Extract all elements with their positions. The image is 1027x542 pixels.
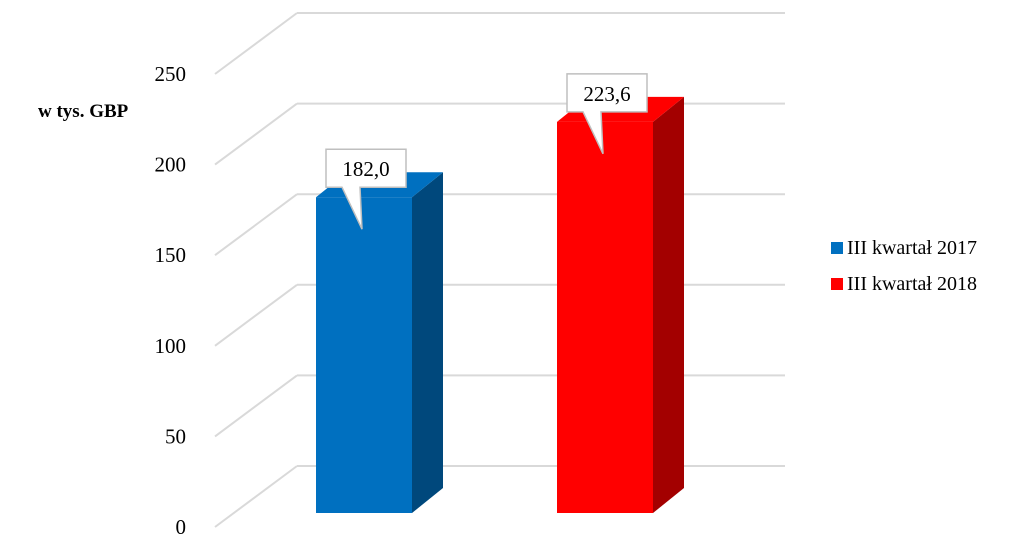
legend-item-2017: III kwartał 2017 bbox=[831, 236, 977, 260]
gridline-floor-100 bbox=[214, 283, 298, 347]
y-tick-label: 200 bbox=[155, 153, 187, 177]
legend-swatch-2017 bbox=[831, 242, 843, 254]
callout-box bbox=[566, 73, 648, 155]
legend: III kwartał 2017 III kwartał 2018 bbox=[831, 236, 977, 308]
y-tick-label: 250 bbox=[155, 62, 187, 86]
data-label-0: 182,0 bbox=[325, 148, 407, 230]
data-label-text: 182,0 bbox=[342, 157, 389, 181]
data-label-text: 223,6 bbox=[583, 82, 630, 106]
gridline-floor-250 bbox=[214, 12, 298, 75]
y-axis-label: w tys. GBP bbox=[38, 101, 129, 122]
gridline-floor-50 bbox=[214, 374, 298, 438]
gridline-floor-150 bbox=[214, 193, 298, 257]
callout-box bbox=[325, 148, 407, 230]
gridline-floor-200 bbox=[214, 102, 298, 166]
legend-swatch-2018 bbox=[831, 278, 843, 290]
bar-side bbox=[412, 172, 443, 513]
chart-grid bbox=[214, 12, 785, 528]
y-tick-label: 0 bbox=[176, 515, 187, 539]
y-tick-label: 150 bbox=[155, 243, 187, 267]
y-tick-label: 50 bbox=[165, 424, 186, 448]
y-tick-label: 100 bbox=[155, 334, 187, 358]
bar-side bbox=[653, 96, 684, 514]
bars bbox=[316, 96, 684, 514]
bar-1 bbox=[557, 96, 684, 514]
y-axis-ticks: 0 50 100 150 200 250 bbox=[155, 62, 187, 539]
bar-0 bbox=[316, 172, 443, 513]
data-label-1: 223,6 bbox=[566, 73, 648, 155]
legend-label-2017: III kwartał 2017 bbox=[847, 236, 977, 259]
data-labels: 182,0 223,6 bbox=[325, 73, 648, 230]
bar-front bbox=[316, 197, 412, 513]
bar-front bbox=[557, 121, 653, 514]
legend-label-2018: III kwartał 2018 bbox=[847, 272, 977, 295]
legend-item-2018: III kwartał 2018 bbox=[831, 272, 977, 296]
gridline-floor-0 bbox=[214, 465, 298, 528]
